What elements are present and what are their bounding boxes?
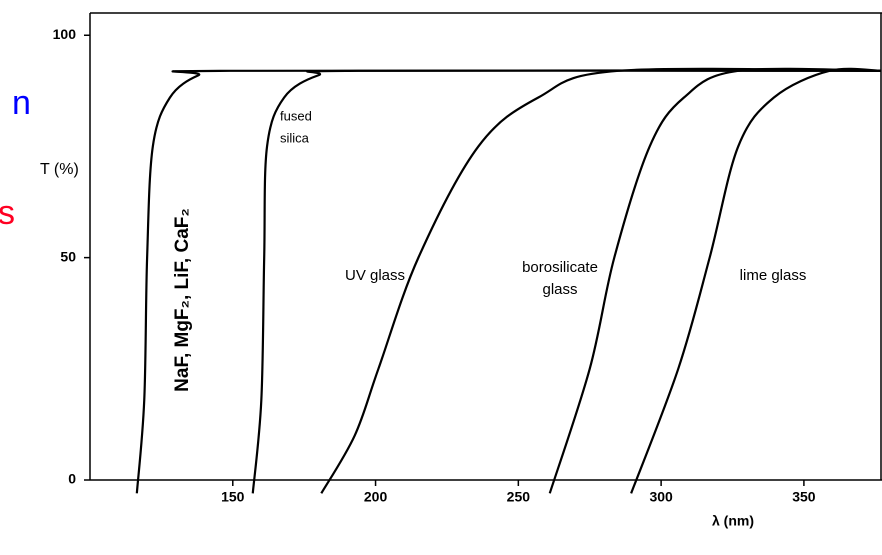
- curve-annotation: silica: [280, 130, 310, 145]
- curve-annotation: glass: [542, 281, 577, 298]
- curve-annotation: NaF, MgF₂, LiF, CaF₂: [172, 208, 193, 392]
- x-tick-label: 200: [364, 489, 388, 505]
- x-axis-label: λ (nm): [712, 513, 754, 529]
- curve-annotation: borosilicate: [522, 259, 598, 276]
- transmission-curve: [548, 67, 882, 494]
- y-tick-label: 0: [68, 471, 76, 487]
- x-tick-label: 300: [649, 489, 673, 505]
- x-tick-label: 250: [507, 489, 531, 505]
- y-tick-label: 50: [60, 248, 76, 264]
- side-text: s: [0, 194, 15, 232]
- curve-annotation: fused: [280, 108, 312, 123]
- x-tick-label: 150: [221, 489, 245, 505]
- transmission-curve: [630, 67, 882, 494]
- y-axis-label: T (%): [40, 161, 79, 178]
- curve-annotation: UV glass: [345, 267, 405, 284]
- y-tick-label: 100: [53, 26, 77, 42]
- side-text: n: [12, 84, 31, 122]
- transmission-curve: [320, 67, 882, 494]
- transmission-curve: [251, 69, 882, 494]
- x-tick-label: 350: [792, 489, 816, 505]
- curve-annotation: lime glass: [740, 267, 807, 284]
